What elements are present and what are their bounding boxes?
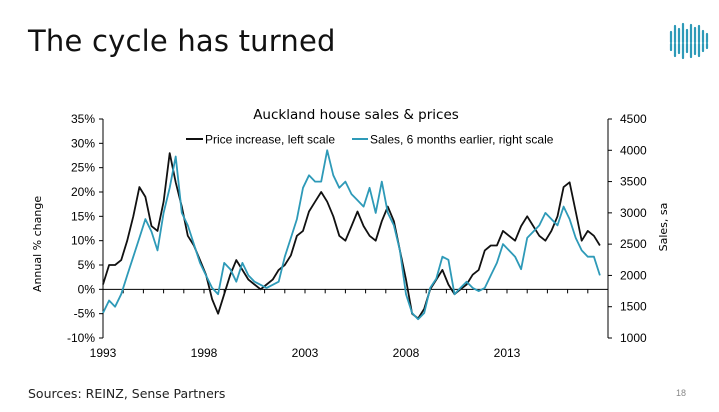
x-tick-label: 1993 xyxy=(90,346,117,360)
right-tick-label: 3500 xyxy=(620,175,647,189)
wave-bars-logo-icon xyxy=(669,22,709,60)
left-tick-label: 15% xyxy=(71,209,95,223)
right-tick-label: 1000 xyxy=(620,331,647,345)
legend: Price increase, left scale Sales, 6 mont… xyxy=(186,133,554,147)
left-axis-label: Annual % change xyxy=(31,196,44,292)
legend-sales-label: Sales, 6 months earlier, right scale xyxy=(370,133,554,147)
right-axis-label: Sales, sa xyxy=(657,203,670,252)
right-tick-label: 2500 xyxy=(620,237,647,251)
x-tick-label: 2008 xyxy=(393,346,420,360)
left-tick-label: 25% xyxy=(71,161,95,175)
left-tick-label: -10% xyxy=(67,331,95,345)
x-tick-label: 2003 xyxy=(292,346,319,360)
page-number: 18 xyxy=(676,388,687,398)
legend-price-label: Price increase, left scale xyxy=(205,133,335,147)
left-tick-label: -5% xyxy=(74,307,96,321)
slide-title: The cycle has turned xyxy=(28,24,336,58)
right-tick-label: 4500 xyxy=(620,112,647,126)
right-tick-label: 4000 xyxy=(620,143,647,157)
chart-title: Auckland house sales & prices xyxy=(253,107,459,123)
left-tick-label: 5% xyxy=(78,258,96,272)
sales-line xyxy=(102,149,601,321)
left-tick-label: 35% xyxy=(71,112,95,126)
left-tick-label: 30% xyxy=(71,136,95,150)
right-tick-label: 1500 xyxy=(620,300,647,314)
left-tick-label: 20% xyxy=(71,185,95,199)
right-tick-label: 2000 xyxy=(620,268,647,282)
right-tick-label: 3000 xyxy=(620,206,647,220)
series-lines xyxy=(102,149,601,321)
left-tick-label: 10% xyxy=(71,234,95,248)
axes: -10% -5% 0% 5% 10% 15% 20% 25% 30% 35% 1000 1500 200… xyxy=(67,112,647,360)
x-tick-label: 2013 xyxy=(494,346,521,360)
left-tick-label: 0% xyxy=(78,282,96,296)
price-increase-line xyxy=(102,152,601,320)
x-tick-label: 1998 xyxy=(191,346,218,360)
sources-note: Sources: REINZ, Sense Partners xyxy=(28,386,226,401)
